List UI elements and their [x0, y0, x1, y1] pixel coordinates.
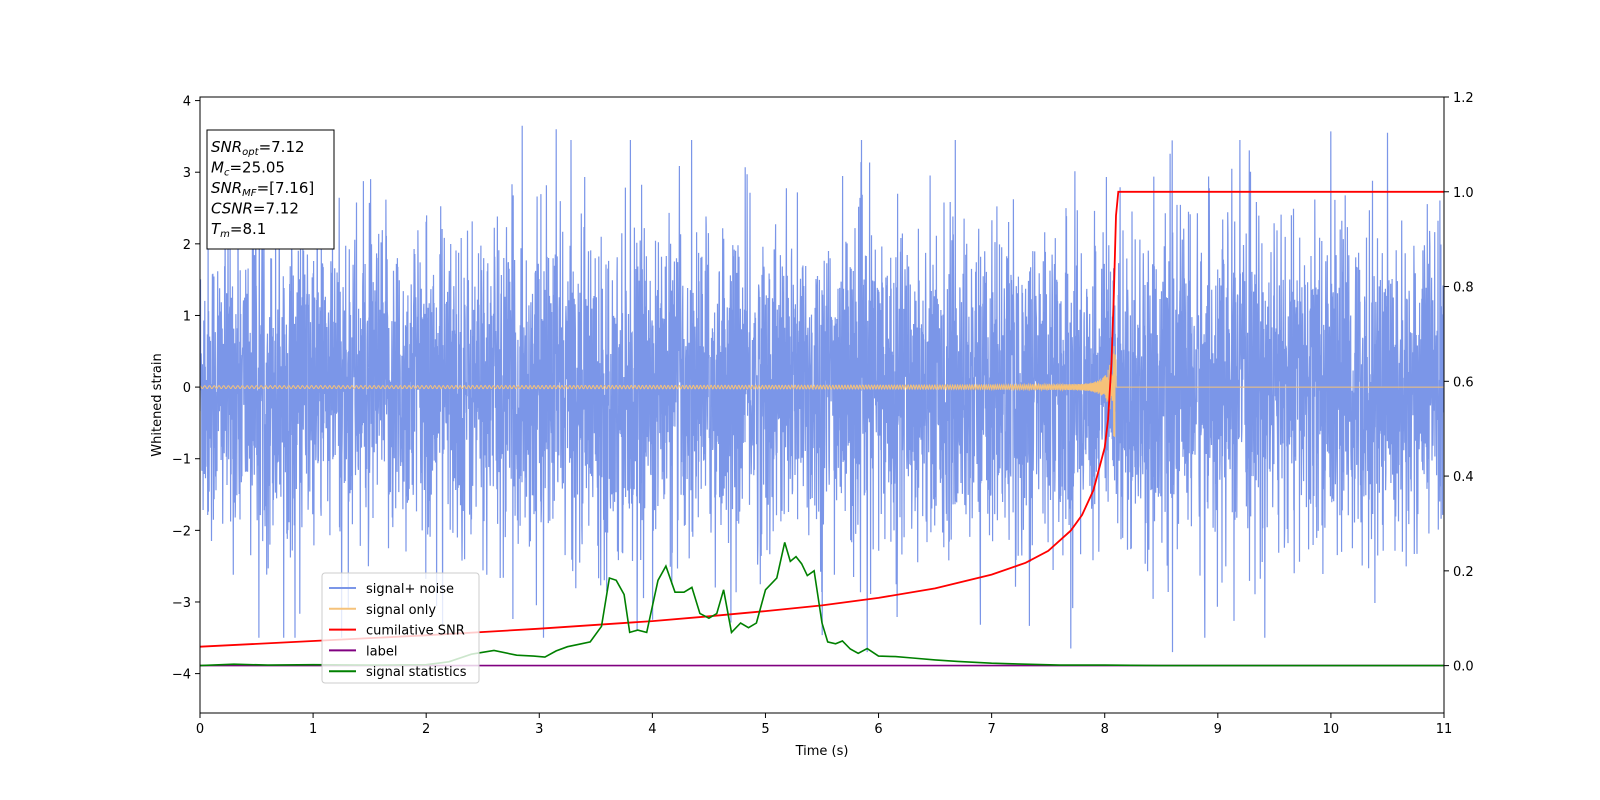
y2-tick-label: 0.0 — [1453, 660, 1474, 675]
series-signal-statistics-line — [200, 542, 1444, 667]
x-axis-ticks: 0 1 2 3 4 5 6 7 8 9 10 11 — [196, 713, 1452, 737]
x-tick-label: 5 — [761, 722, 769, 737]
legend-entry-label: signal statistics — [366, 665, 467, 680]
y-tick-label: 2 — [183, 238, 191, 253]
x-tick-label: 1 — [309, 722, 317, 737]
series-signal-statistics-group — [200, 542, 1444, 667]
info-box-line: Mc=25.05 — [211, 159, 285, 179]
y2-tick-label: 1.2 — [1453, 91, 1474, 106]
y2-tick-label: 0.6 — [1453, 375, 1474, 390]
x-tick-label: 10 — [1323, 722, 1340, 737]
info-box-line: CSNR=7.12 — [211, 200, 299, 218]
y-axis-label: Whitened strain — [150, 353, 165, 456]
x-tick-label: 6 — [874, 722, 882, 737]
series-cumulative-snr-group — [200, 190, 1444, 648]
x-tick-label: 9 — [1214, 722, 1222, 737]
legend-entry-label: signal+ noise — [366, 582, 454, 597]
y-axis-left-ticks: −4 −3 −2 −1 0 1 2 3 4 — [172, 95, 200, 683]
info-box-frame — [206, 129, 335, 250]
series-signal-noise-line — [200, 125, 1444, 653]
x-tick-label: 3 — [535, 722, 543, 737]
info-box-line: SNRopt=7.12 — [211, 138, 305, 158]
series-signal-noise-group — [200, 125, 1444, 653]
legend-entry-label: cumilative SNR — [366, 624, 465, 639]
x-tick-label: 7 — [987, 722, 995, 737]
info-box-line: SNRMF=[7.16] — [211, 179, 314, 199]
x-tick-label: 0 — [196, 722, 204, 737]
y-tick-label: 3 — [183, 166, 191, 181]
y-tick-label: 4 — [183, 95, 191, 110]
x-tick-label: 2 — [422, 722, 430, 737]
x-tick-label: 8 — [1101, 722, 1109, 737]
info-box: SNRopt=7.12Mc=25.05SNRMF=[7.16]CSNR=7.12… — [206, 129, 335, 250]
y-tick-label: 0 — [183, 381, 191, 396]
x-axis-label: Time (s) — [795, 744, 849, 759]
legend: signal+ noise signal only cumilative SNR la… — [321, 572, 480, 684]
series-signal-only-line — [200, 346, 1444, 438]
series-signal-only-group — [200, 346, 1444, 438]
plot-frame — [199, 96, 1445, 714]
legend-entry-label: label — [366, 644, 397, 659]
series-cumulative-snr-line — [200, 190, 1444, 648]
x-tick-label: 11 — [1436, 722, 1453, 737]
legend-frame — [321, 572, 480, 684]
y2-tick-label: 0.8 — [1453, 281, 1474, 296]
y2-tick-label: 0.4 — [1453, 470, 1474, 485]
y-axis-right-ticks: 0.0 0.2 0.4 0.6 0.8 1.0 1.2 — [1444, 91, 1474, 675]
y-tick-label: 1 — [183, 309, 191, 324]
y-tick-label: −1 — [172, 453, 191, 468]
y-tick-label: −3 — [172, 596, 191, 611]
y-tick-label: −4 — [172, 668, 191, 683]
x-tick-label: 4 — [648, 722, 656, 737]
y2-tick-label: 1.0 — [1453, 186, 1474, 201]
y2-tick-label: 0.2 — [1453, 565, 1474, 580]
legend-entry-label: signal only — [366, 603, 436, 618]
y-tick-label: −2 — [172, 524, 191, 539]
info-box-line: Tm=8.1 — [211, 220, 266, 240]
